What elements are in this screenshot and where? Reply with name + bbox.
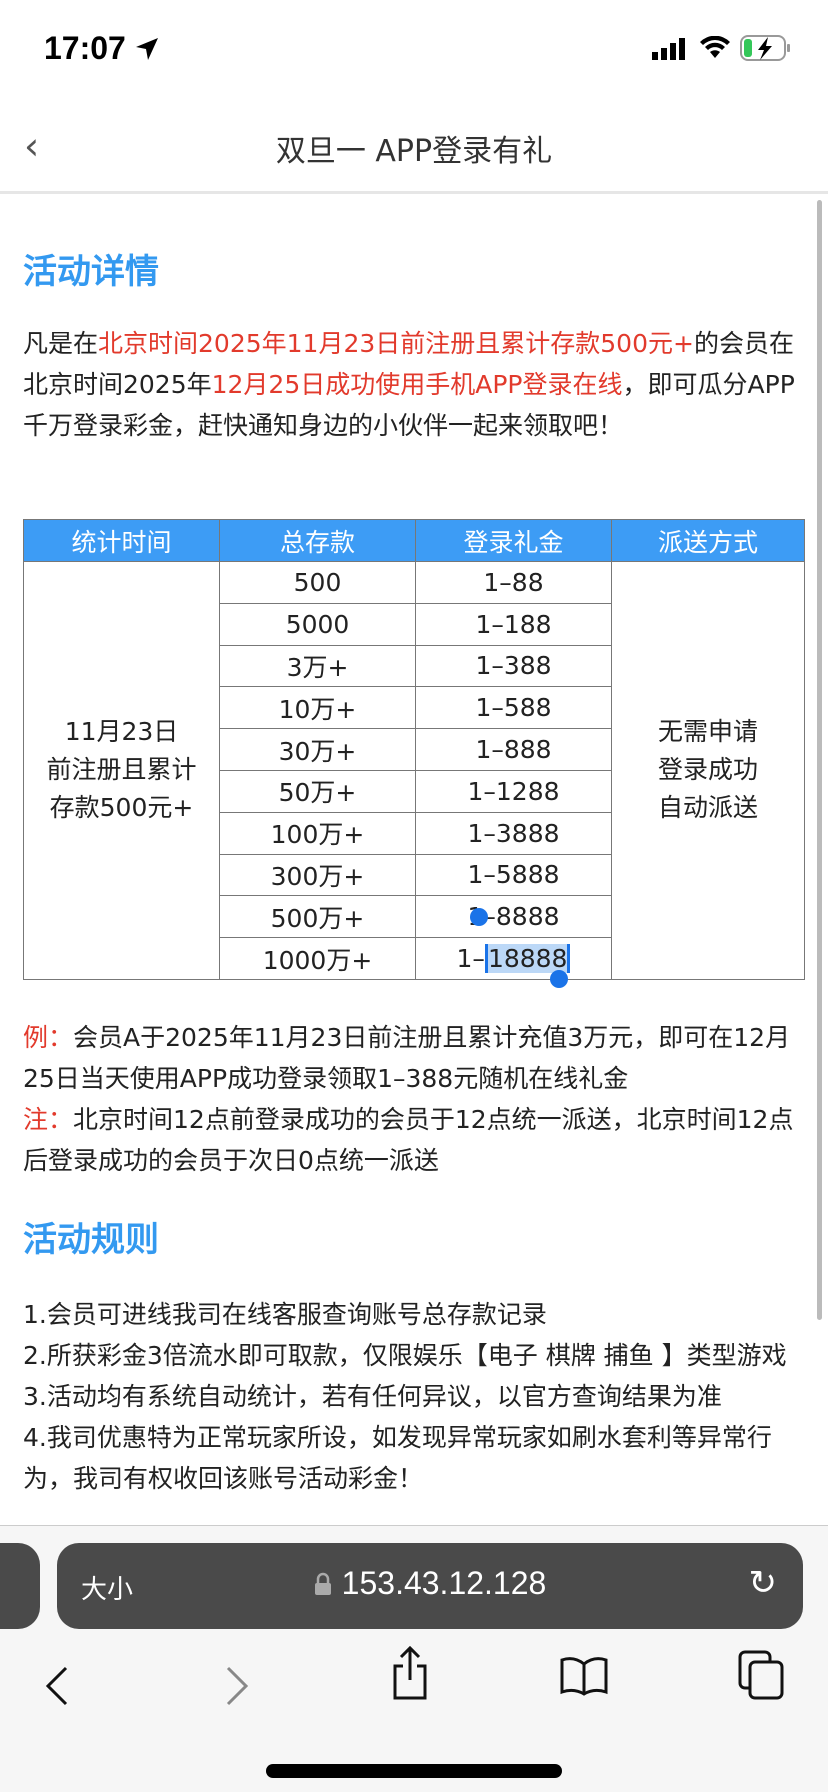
home-indicator [266, 1764, 562, 1778]
method-line: 自动派送 [657, 793, 758, 823]
notes: 例：会员A于2025年11月23日前注册且累计充值3万元，即可在12月25日当天… [23, 1017, 813, 1181]
table-row: 30万+ 1–888 [24, 728, 805, 771]
url-text: 153.43.12.128 [341, 1565, 547, 1601]
bonus-cell: 1– 18888 [415, 908, 612, 989]
bonus-cell: 1–3888 [415, 811, 612, 855]
deposit-cell: 100万+ [219, 811, 416, 855]
intro-highlight: 北京时间2025年11月23日前注册且累计存款500元+ [98, 329, 694, 358]
back-icon[interactable] [44, 1666, 70, 1706]
address-bar[interactable]: 大小 153.43.12.128 ↻ [57, 1543, 803, 1629]
table-row: 10万+ 1–588 [24, 686, 805, 730]
bonus-prefix: 1– [456, 944, 485, 974]
section-title-rules: 活动规则 [23, 1220, 159, 1260]
deposit-cell: 5000 [219, 602, 416, 646]
header-deposit: 总存款 [219, 519, 416, 562]
intro-text: ，即可瓜分APP千万登录彩金，赶快通知身边的小伙伴一起来领取吧！ [23, 370, 795, 440]
selection-end-handle[interactable] [550, 970, 568, 989]
rule-item: 4.我司优惠特为正常玩家所设，如发现异常玩家如刷水套利等异常行为，我司有权收回该… [23, 1423, 772, 1493]
bonus-cell: 1–888 [415, 728, 612, 771]
page-title: 双旦一 APP登录有礼 [275, 134, 553, 169]
period-line: 前注册且累计 [46, 755, 197, 785]
period-line: 存款500元+ [49, 793, 194, 823]
browser-toolbar: 大小 153.43.12.128 ↻ [0, 1525, 828, 1792]
table-row: 11月23日 前注册且累计 存款500元+ 500 1–88 无需申请 登录成功 自动派送 [23, 561, 805, 980]
lock-icon [314, 1572, 331, 1595]
deposit-cell: 1000万+ [219, 937, 416, 980]
deposit-cell: 3万+ [219, 644, 416, 688]
note-text: 北京时间12点前登录成功的会员于12点统一派送，北京时间12点后登录成功的会员于… [23, 1105, 794, 1175]
forward-icon[interactable] [224, 1666, 250, 1706]
method-line: 无需申请 [657, 717, 758, 747]
clock: 17:07 [44, 30, 126, 66]
previous-tab-pill[interactable] [0, 1543, 40, 1629]
intro-text: 凡是在 [23, 329, 99, 358]
bonus-cell: 1–188 [415, 602, 612, 646]
bonus-cell: 1–588 [415, 686, 612, 730]
bonus-cell: 1–5888 [415, 853, 612, 897]
period-line: 11月23日 [64, 717, 179, 747]
intro-highlight: 12月25日成功使用手机APP登录在线 [211, 370, 623, 399]
header-period: 统计时间 [23, 519, 220, 562]
deposit-cell: 50万+ [219, 769, 416, 813]
method-cell: 无需申请登录成功自动派送 [611, 561, 805, 980]
deposit-cell: 300万+ [219, 853, 416, 897]
bonus-cell: 1–1288 [415, 769, 612, 813]
table-row: 500万+ 1–8888 [24, 895, 805, 939]
bookmarks-icon[interactable] [560, 1656, 608, 1696]
example-label: 例： [23, 1023, 74, 1052]
intro-paragraph: 凡是在北京时间2025年11月23日前注册且累计存款500元+的会员在北京时间2… [23, 323, 813, 446]
period-cell: 11月23日 前注册且累计 存款500元+ [23, 561, 220, 980]
deposit-cell: 500万+ [219, 895, 416, 939]
deposit-cell: 30万+ [219, 728, 416, 771]
bonus-cell: 1–388 [415, 644, 612, 688]
table-row: 300万+ 1–5888 [24, 853, 805, 897]
text-size-button[interactable]: 大小 [81, 1575, 134, 1605]
status-bar: 17:07 [0, 0, 828, 100]
rule-item: 3.活动均有系统自动统计，若有任何异议，以官方查询结果为准 [23, 1382, 722, 1411]
reload-icon[interactable]: ↻ [748, 1563, 778, 1603]
back-button[interactable]: ‹ [24, 124, 40, 168]
selection-start-handle[interactable] [470, 908, 488, 927]
rules-list: 1.会员可进线我司在线客服查询账号总存款记录 2.所获彩金3倍流水即可取款，仅限… [23, 1294, 813, 1499]
section-title-details: 活动详情 [23, 252, 159, 292]
selected-text[interactable]: 18888 [484, 944, 571, 974]
note-label: 注： [23, 1105, 74, 1134]
wifi-icon [700, 36, 730, 58]
table-row: 5000 1–188 [24, 602, 805, 646]
signal-icon [652, 38, 685, 60]
scrollbar[interactable] [817, 200, 822, 1320]
example-text: 会员A于2025年11月23日前注册且累计充值3万元，即可在12月25日当天使用… [23, 1023, 791, 1093]
share-icon[interactable] [390, 1646, 430, 1700]
nav-bar: ‹ 双旦一 APP登录有礼 [0, 100, 828, 194]
reward-table: 统计时间 总存款 登录礼金 派送方式 11月23日 前注册且累计 存款500元+ 50… [23, 519, 805, 989]
table-row: 1000万+ 1– 18888 [24, 908, 805, 989]
header-bonus: 登录礼金 [415, 519, 612, 562]
deposit-cell: 500 [219, 561, 416, 604]
method-line: 登录成功 [657, 755, 758, 785]
table-row: 100万+ 1–3888 [24, 811, 805, 855]
bonus-cell: 1–8888 [415, 895, 612, 939]
tabs-icon[interactable] [738, 1650, 784, 1700]
deposit-cell: 10万+ [219, 686, 416, 730]
bonus-cell: 1–88 [415, 561, 612, 604]
battery-charging-icon [740, 35, 790, 61]
location-arrow-icon [136, 38, 158, 60]
rule-item: 2.所获彩金3倍流水即可取款，仅限娱乐【电子 棋牌 捕鱼 】类型游戏 [23, 1341, 787, 1370]
header-method: 派送方式 [611, 519, 805, 562]
rule-item: 1.会员可进线我司在线客服查询账号总存款记录 [23, 1300, 547, 1329]
intro-text: 的会员在北京时间2025年 [23, 329, 794, 399]
